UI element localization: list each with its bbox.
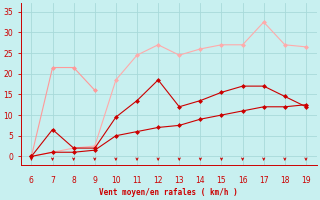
X-axis label: Vent moyen/en rafales ( km/h ): Vent moyen/en rafales ( km/h ) bbox=[99, 188, 238, 197]
